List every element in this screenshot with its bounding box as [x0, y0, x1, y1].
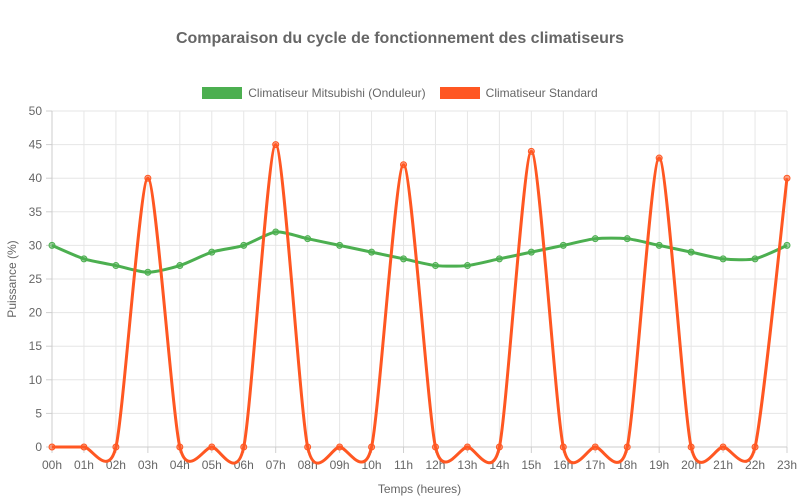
data-point[interactable]	[463, 443, 471, 451]
data-point[interactable]	[623, 235, 631, 243]
y-tick-label: 20	[29, 306, 43, 320]
data-point[interactable]	[783, 241, 791, 249]
x-tick-label: 00h	[42, 458, 62, 472]
data-point[interactable]	[495, 255, 503, 263]
x-tick-label: 13h	[457, 458, 477, 472]
data-point[interactable]	[240, 241, 248, 249]
data-point[interactable]	[527, 147, 535, 155]
x-tick-label: 15h	[521, 458, 541, 472]
legend: Climatiseur Mitsubishi (Onduleur) Climat…	[0, 86, 800, 100]
x-tick-label: 11h	[394, 458, 413, 472]
x-tick-label: 02h	[106, 458, 126, 472]
data-point[interactable]	[208, 443, 216, 451]
x-tick-label: 09h	[330, 458, 350, 472]
data-point[interactable]	[304, 443, 312, 451]
data-point[interactable]	[336, 443, 344, 451]
x-tick-label: 01h	[74, 458, 94, 472]
data-point[interactable]	[463, 262, 471, 270]
data-point[interactable]	[112, 443, 120, 451]
legend-swatch-mitsubishi	[202, 87, 243, 99]
data-point[interactable]	[591, 235, 599, 243]
data-point[interactable]	[687, 248, 695, 256]
x-tick-label: 17h	[585, 458, 605, 472]
data-point[interactable]	[176, 443, 184, 451]
y-tick-label: 45	[29, 138, 43, 152]
data-point[interactable]	[495, 443, 503, 451]
data-point[interactable]	[527, 248, 535, 256]
x-tick-label: 07h	[266, 458, 286, 472]
series-layer	[48, 141, 791, 465]
y-tick-label: 15	[29, 339, 43, 353]
data-point[interactable]	[751, 443, 759, 451]
chart-title: Comparaison du cycle de fonctionnement d…	[175, 30, 625, 47]
y-tick-label: 30	[29, 238, 43, 252]
x-tick-label: 08h	[298, 458, 318, 472]
data-point[interactable]	[783, 174, 791, 182]
x-tick-label: 21h	[713, 458, 733, 472]
data-point[interactable]	[80, 255, 88, 263]
data-point[interactable]	[272, 141, 280, 149]
data-point[interactable]	[144, 174, 152, 182]
legend-item-standard[interactable]: Climatiseur Standard	[439, 86, 598, 100]
series-standard	[48, 141, 791, 465]
data-point[interactable]	[272, 228, 280, 236]
data-point[interactable]	[751, 255, 759, 263]
x-axis-title: Temps (heures)	[378, 482, 461, 496]
data-point[interactable]	[400, 255, 408, 263]
x-tick-label: 05h	[202, 458, 222, 472]
x-tick-label: 03h	[138, 458, 158, 472]
data-point[interactable]	[208, 248, 216, 256]
data-point[interactable]	[368, 248, 376, 256]
data-point[interactable]	[655, 154, 663, 162]
y-tick-label: 50	[29, 104, 43, 118]
data-point[interactable]	[80, 443, 88, 451]
y-tick-label: 0	[35, 440, 42, 454]
data-point[interactable]	[48, 443, 56, 451]
legend-label-standard: Climatiseur Standard	[485, 86, 598, 100]
data-point[interactable]	[336, 241, 344, 249]
y-tick-label: 5	[35, 406, 42, 420]
x-tick-label: 19h	[649, 458, 669, 472]
y-tick-label: 40	[29, 171, 43, 185]
legend-label-mitsubishi: Climatiseur Mitsubishi (Onduleur)	[248, 86, 426, 100]
data-point[interactable]	[240, 443, 248, 451]
data-point[interactable]	[719, 255, 727, 263]
axes: 0 5 10 15 20 25 30 35 40 45 50 00h 01h 02h 03h 04h 05h 06…	[29, 104, 797, 472]
data-point[interactable]	[687, 443, 695, 451]
data-point[interactable]	[719, 443, 727, 451]
legend-item-mitsubishi[interactable]: Climatiseur Mitsubishi (Onduleur)	[202, 86, 426, 100]
data-point[interactable]	[48, 241, 56, 249]
x-tick-label: 04h	[170, 458, 190, 472]
data-point[interactable]	[176, 262, 184, 270]
data-point[interactable]	[623, 443, 631, 451]
data-point[interactable]	[431, 262, 439, 270]
y-tick-label: 10	[29, 373, 43, 387]
data-point[interactable]	[400, 161, 408, 169]
data-point[interactable]	[144, 268, 152, 276]
data-point[interactable]	[655, 241, 663, 249]
legend-swatch-standard	[439, 87, 480, 99]
data-point[interactable]	[368, 443, 376, 451]
x-tick-label: 23h	[777, 458, 797, 472]
series-line	[52, 143, 789, 465]
series-line	[51, 230, 788, 274]
x-tick-label: 22h	[745, 458, 765, 472]
series-mitsubishi	[48, 228, 791, 276]
data-point[interactable]	[559, 241, 567, 249]
y-tick-label: 35	[29, 205, 43, 219]
data-point[interactable]	[431, 443, 439, 451]
y-tick-label: 25	[29, 272, 43, 286]
x-tick-label: 06h	[234, 458, 254, 472]
y-axis-title: Puissance (%)	[5, 240, 19, 317]
data-point[interactable]	[112, 262, 120, 270]
data-point[interactable]	[591, 443, 599, 451]
data-point[interactable]	[559, 443, 567, 451]
data-point[interactable]	[304, 235, 312, 243]
